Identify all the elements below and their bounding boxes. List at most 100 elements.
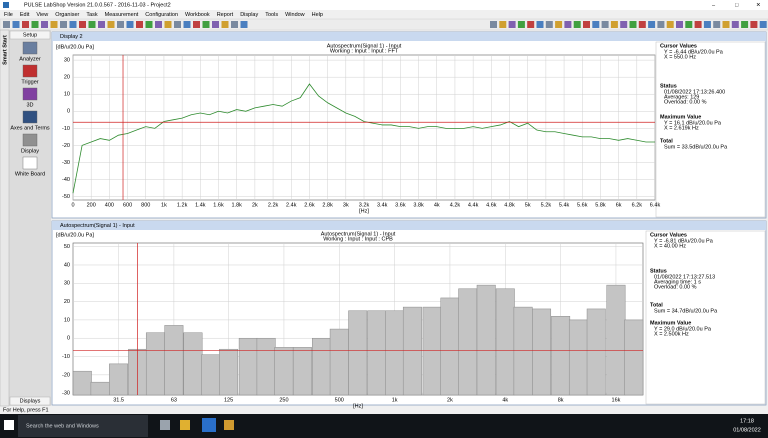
menu-item[interactable]: Configuration bbox=[145, 12, 178, 18]
sidebar-icon[interactable] bbox=[22, 64, 38, 78]
toolbar-button[interactable] bbox=[731, 21, 739, 28]
toolbar-button[interactable] bbox=[50, 21, 58, 28]
toolbar-button[interactable] bbox=[98, 21, 105, 28]
toolbar-button[interactable] bbox=[592, 21, 600, 28]
taskbar-icon[interactable] bbox=[180, 420, 190, 430]
toolbar-button[interactable] bbox=[666, 21, 674, 28]
toolbar-button[interactable] bbox=[536, 21, 544, 28]
toolbar-button[interactable] bbox=[174, 21, 181, 28]
y-tick-label: -30 bbox=[62, 160, 70, 166]
chart-subtitle: Working : Input : Input : FFT bbox=[330, 48, 399, 54]
toolbar-button[interactable] bbox=[12, 21, 20, 28]
toolbar-button[interactable] bbox=[713, 21, 721, 28]
sidebar-icon[interactable] bbox=[22, 110, 38, 124]
sidebar-icon[interactable] bbox=[22, 87, 38, 101]
menu-item[interactable]: File bbox=[4, 12, 13, 18]
maximize-button[interactable]: □ bbox=[735, 2, 739, 8]
toolbar-button[interactable] bbox=[107, 21, 115, 28]
panel-line: Sum = 34.7dB/u/20.0u Pa bbox=[654, 308, 718, 314]
toolbar-button[interactable] bbox=[676, 21, 683, 28]
toolbar-button[interactable] bbox=[750, 21, 758, 28]
x-tick-label: 3.4k bbox=[377, 202, 388, 208]
toolbar-button[interactable] bbox=[69, 21, 77, 28]
search-box[interactable] bbox=[18, 415, 148, 437]
toolbar-button[interactable] bbox=[657, 21, 665, 28]
y-axis-label: [dB/u/20.0u Pa] bbox=[56, 44, 94, 50]
toolbar-button[interactable] bbox=[527, 21, 535, 28]
menu-item[interactable]: Display bbox=[240, 12, 258, 18]
menu-item[interactable]: Measurement bbox=[105, 12, 139, 18]
x-tick-label: 600 bbox=[123, 202, 132, 208]
toolbar-button[interactable] bbox=[231, 21, 238, 28]
displays-tab[interactable] bbox=[9, 396, 51, 406]
menu-item[interactable]: Help bbox=[312, 12, 323, 18]
menu-item[interactable]: Window bbox=[285, 12, 305, 18]
toolbar-button[interactable] bbox=[499, 21, 507, 28]
minimize-button[interactable]: – bbox=[712, 2, 716, 8]
panel-heading: Cursor Values bbox=[650, 232, 687, 238]
y-tick-label: 10 bbox=[64, 92, 70, 98]
toolbar-button[interactable] bbox=[648, 21, 656, 28]
toolbar-button[interactable] bbox=[759, 21, 767, 28]
bar bbox=[624, 319, 644, 396]
sidebar-items: Analyzer Trigger 3D Axes and Terms Display Wh… bbox=[10, 41, 50, 177]
toolbar-button[interactable] bbox=[694, 21, 702, 28]
sidebar-item-label: 3D bbox=[26, 102, 33, 108]
toolbar-button[interactable] bbox=[722, 21, 730, 28]
toolbar-button[interactable] bbox=[79, 21, 86, 28]
toolbar-button[interactable] bbox=[60, 21, 67, 28]
menu-item[interactable]: View bbox=[36, 12, 48, 18]
toolbar-button[interactable] bbox=[555, 21, 563, 28]
toolbar-button[interactable] bbox=[490, 21, 497, 28]
smart-start-tab[interactable] bbox=[0, 29, 10, 407]
taskbar-icon[interactable] bbox=[160, 420, 170, 430]
toolbar-button[interactable] bbox=[564, 21, 572, 28]
toolbar-button[interactable] bbox=[202, 21, 210, 28]
toolbar-button[interactable] bbox=[610, 21, 618, 28]
toolbar-button[interactable] bbox=[31, 21, 39, 28]
toolbar-button[interactable] bbox=[573, 21, 581, 28]
toolbar-button[interactable] bbox=[583, 21, 590, 28]
toolbar-button[interactable] bbox=[88, 21, 96, 28]
toolbar-button[interactable] bbox=[41, 21, 48, 28]
x-tick-label: 4.2k bbox=[450, 202, 461, 208]
close-button[interactable]: ✕ bbox=[756, 2, 761, 8]
toolbar-button[interactable] bbox=[193, 21, 200, 28]
start-button[interactable] bbox=[4, 420, 14, 430]
toolbar-button[interactable] bbox=[164, 21, 172, 28]
menu-item[interactable]: Report bbox=[217, 12, 234, 18]
menu-item[interactable]: Organiser bbox=[55, 12, 79, 18]
toolbar-button[interactable] bbox=[545, 21, 553, 28]
menu-item[interactable]: Edit bbox=[20, 12, 30, 18]
menu-item[interactable]: Tools bbox=[265, 12, 278, 18]
taskbar-icon[interactable] bbox=[202, 418, 216, 432]
toolbar-button[interactable] bbox=[240, 21, 248, 28]
toolbar-button[interactable] bbox=[685, 21, 693, 28]
toolbar-button[interactable] bbox=[183, 21, 191, 28]
toolbar-button[interactable] bbox=[22, 21, 29, 28]
toolbar-button[interactable] bbox=[508, 21, 516, 28]
menu-item[interactable]: Task bbox=[86, 12, 98, 18]
sidebar-icon[interactable] bbox=[22, 41, 38, 55]
toolbar-button[interactable] bbox=[741, 21, 749, 28]
toolbar-button[interactable] bbox=[136, 21, 143, 28]
toolbar-button[interactable] bbox=[629, 21, 637, 28]
toolbar-button[interactable] bbox=[638, 21, 646, 28]
toolbar-button[interactable] bbox=[126, 21, 134, 28]
toolbar-button[interactable] bbox=[703, 21, 711, 28]
x-tick-label: 6k bbox=[616, 202, 622, 208]
taskbar-icon[interactable] bbox=[224, 420, 234, 430]
sidebar-icon[interactable] bbox=[22, 133, 38, 147]
toolbar-button[interactable] bbox=[155, 21, 162, 28]
toolbar-button[interactable] bbox=[620, 21, 628, 28]
toolbar-button[interactable] bbox=[145, 21, 153, 28]
menu-item[interactable]: Workbook bbox=[185, 12, 210, 18]
toolbar-button[interactable] bbox=[601, 21, 609, 28]
sidebar-icon[interactable] bbox=[22, 156, 38, 170]
toolbar-button[interactable] bbox=[517, 21, 525, 28]
toolbar-button[interactable] bbox=[212, 21, 219, 28]
setup-label: Setup bbox=[23, 32, 37, 38]
toolbar-button[interactable] bbox=[221, 21, 229, 28]
toolbar-button[interactable] bbox=[117, 21, 124, 28]
toolbar-button[interactable] bbox=[3, 21, 10, 28]
